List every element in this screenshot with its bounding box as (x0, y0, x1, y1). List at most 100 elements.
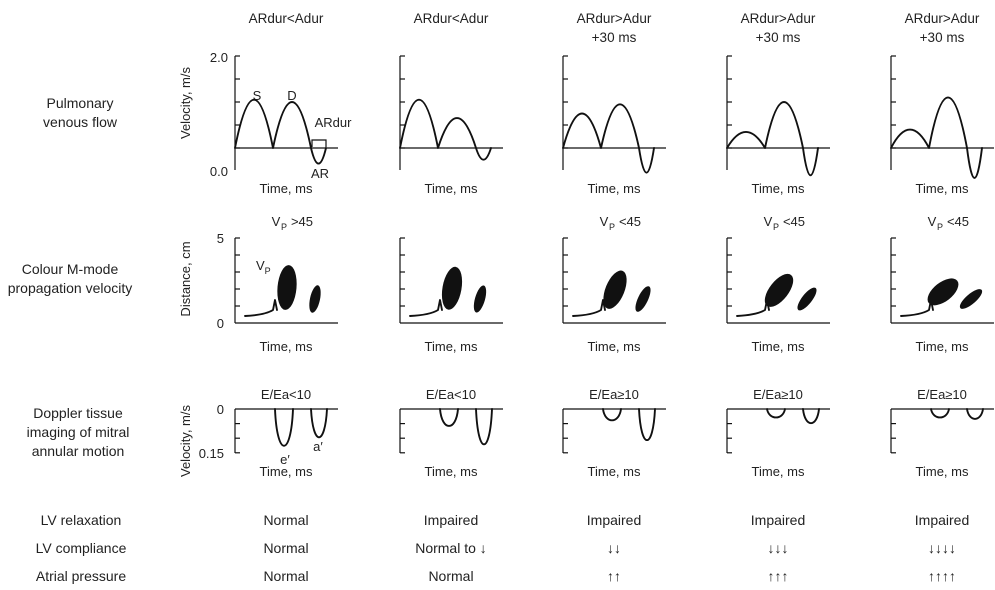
x-axis-label: Time, ms (588, 181, 641, 196)
bottom-labels: LV relaxation LV compliance Atrial press… (36, 512, 127, 584)
label-atrial-pressure: Atrial pressure (36, 568, 126, 584)
column-header: +30 ms (920, 30, 965, 45)
compliance-value: ↓↓↓ (768, 540, 789, 556)
column-header: +30 ms (756, 30, 801, 45)
dti-a-wave (638, 408, 656, 442)
mm-e-blob (277, 265, 297, 310)
annotation-d: D (287, 88, 296, 103)
mm-tick-top: 5 (217, 231, 224, 246)
row-label-pulmonary-1: Pulmonary (47, 95, 114, 111)
pv-curve (399, 98, 492, 161)
row-label-dti-1: Doppler tissue (33, 405, 123, 421)
dti-tick-top: 0 (217, 402, 224, 417)
x-axis-label: Time, ms (260, 464, 313, 479)
mm-e-blob (603, 270, 627, 309)
mm-panel: V P <45 Time, ms (890, 214, 994, 354)
pv-curve (234, 98, 327, 165)
x-axis-label: Time, ms (260, 339, 313, 354)
dti-label: E/Ea<10 (261, 387, 311, 402)
column-2: ARdur<Adur Time, ms Time, ms E/Ea<10 Time, m… (399, 11, 503, 584)
pv-y-axis-label: Velocity, m/s (178, 67, 193, 140)
dti-a-wave (310, 408, 328, 439)
vp-label-main: V (928, 214, 937, 229)
dti-a-wave (802, 408, 820, 425)
row-labels: Pulmonary venous flow Colour M-mode prop… (8, 95, 133, 459)
compliance-value: Normal to ↓ (415, 540, 487, 556)
annotation-ardur: ARdur (315, 115, 353, 130)
atrial-pressure-value: ↑↑↑ (768, 568, 789, 584)
x-axis-label: Time, ms (425, 464, 478, 479)
pv-curve (890, 96, 983, 179)
mm-wave (244, 299, 278, 317)
dti-a-wave (475, 408, 493, 446)
dti-e-wave (439, 408, 459, 427)
mm-wave (900, 299, 934, 317)
vp-label-sub: P (609, 222, 615, 232)
vp-label-rest: >45 (291, 214, 313, 229)
pv-tick-top: 2.0 (210, 50, 228, 65)
x-axis-label: Time, ms (916, 181, 969, 196)
compliance-value: Normal (263, 540, 308, 556)
dti-a-wave (966, 408, 984, 420)
vp-label-main: V (764, 214, 773, 229)
dti-label: E/Ea<10 (426, 387, 476, 402)
vp-label-rest: <45 (947, 214, 969, 229)
x-axis-label: Time, ms (752, 181, 805, 196)
x-axis-label: Time, ms (260, 181, 313, 196)
dti-label: E/Ea≥10 (753, 387, 803, 402)
column-header: ARdur>Adur (905, 11, 980, 26)
relaxation-value: Impaired (424, 512, 478, 528)
atrial-pressure-value: Normal (428, 568, 473, 584)
x-axis-label: Time, ms (916, 464, 969, 479)
x-axis-label: Time, ms (916, 339, 969, 354)
x-axis-label: Time, ms (425, 181, 478, 196)
column-header: ARdur<Adur (414, 11, 489, 26)
row-label-pulmonary-2: venous flow (43, 114, 118, 130)
pv-panel: Time, ms (890, 55, 994, 196)
mm-wave (409, 299, 443, 317)
x-axis-label: Time, ms (752, 464, 805, 479)
pv-panel: Time, ms (726, 55, 830, 196)
mm-a-blob (959, 289, 983, 309)
relaxation-value: Impaired (751, 512, 805, 528)
dti-e-wave (274, 408, 294, 447)
annotation-a-prime: a′ (313, 439, 323, 454)
relaxation-value: Impaired (915, 512, 969, 528)
mm-wave (736, 299, 770, 317)
mm-panel: V P <45 Time, ms (726, 214, 830, 354)
column-header: ARdur>Adur (741, 11, 816, 26)
dti-e-wave (602, 408, 622, 422)
compliance-value: ↓↓ (607, 540, 621, 556)
atrial-pressure-value: ↑↑↑↑ (928, 568, 956, 584)
label-lv-relaxation: LV relaxation (41, 512, 122, 528)
relaxation-value: Impaired (587, 512, 641, 528)
row-label-dti-3: annular motion (32, 443, 125, 459)
mm-wave (572, 299, 606, 317)
dti-panel: E/Ea≥10 Time, ms (890, 387, 994, 479)
dti-tick-bottom: 0.15 (199, 446, 224, 461)
annotation-e-prime: e′ (280, 452, 290, 467)
atrial-pressure-value: Normal (263, 568, 308, 584)
vp-label-rest: <45 (783, 214, 805, 229)
pv-panel: Time, ms (562, 55, 666, 196)
vp-label-rest: <45 (619, 214, 641, 229)
vp-label-sub: P (773, 222, 779, 232)
annotation-s: S (253, 88, 262, 103)
pv-curve (726, 101, 819, 176)
pv-tick-bottom: 0.0 (210, 164, 228, 179)
column-header: ARdur>Adur (577, 11, 652, 26)
dti-panel: E/Ea<10 Time, ms (399, 387, 503, 479)
row-label-dti-2: imaging of mitral (27, 424, 130, 440)
dti-e-wave (766, 408, 786, 419)
compliance-value: ↓↓↓↓ (928, 540, 956, 556)
dti-panel: E/Ea≥10 Time, ms (726, 387, 830, 479)
annotation-vp: VP (256, 258, 271, 276)
dti-label: E/Ea≥10 (589, 387, 639, 402)
pv-panel: Time, ms (399, 55, 503, 196)
atrial-pressure-value: ↑↑ (607, 568, 621, 584)
row-label-mmode-1: Colour M-mode (22, 261, 119, 277)
vp-label-sub: P (937, 222, 943, 232)
